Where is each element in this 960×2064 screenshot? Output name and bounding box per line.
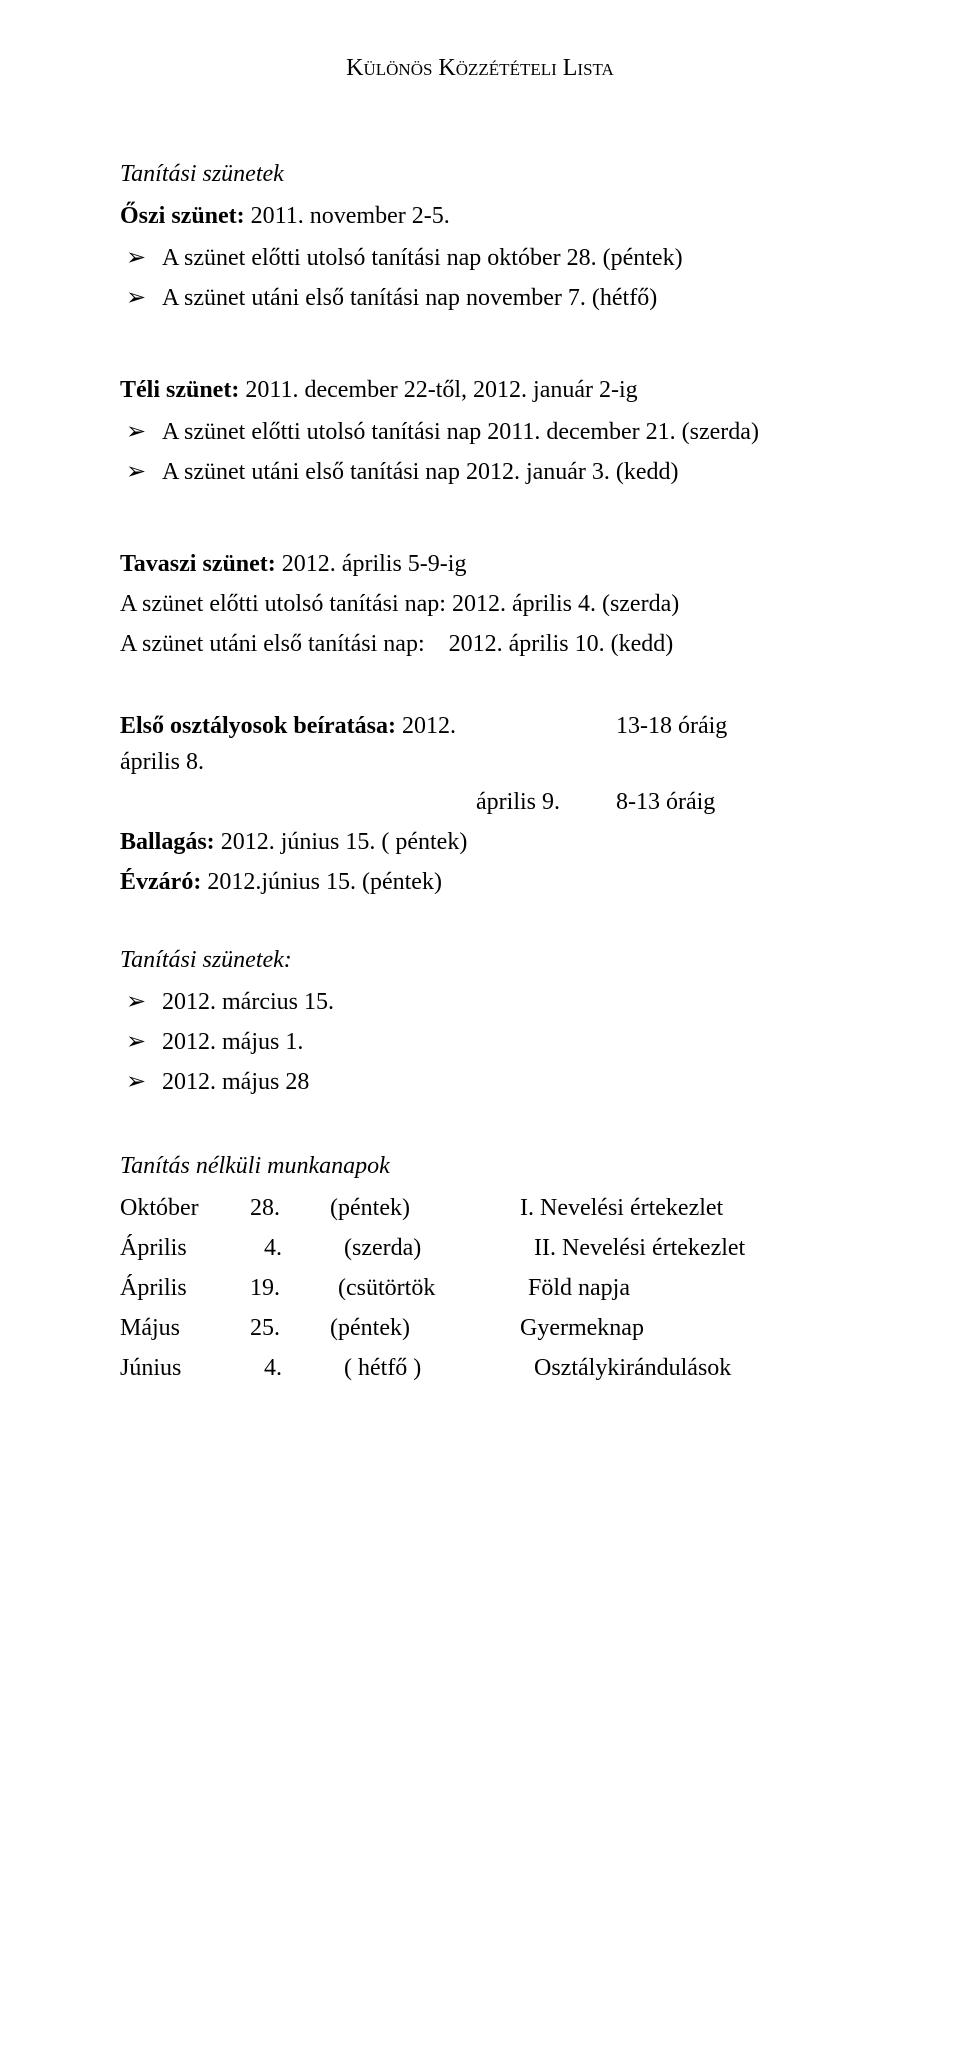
teli-szunet-line: Téli szünet: 2011. december 22-től, 2012… (120, 372, 840, 408)
ballagas-line: Ballagás: 2012. június 15. ( péntek) (120, 824, 840, 860)
evzaro-rest: 2012.június 15. (péntek) (201, 869, 442, 895)
list-item: A szünet előtti utolsó tanítási nap októ… (156, 240, 840, 276)
oszi-szunet-line: Őszi szünet: 2011. november 2-5. (120, 198, 840, 234)
list-item: A szünet utáni első tanítási nap novembe… (156, 280, 840, 316)
table-row: Május 25. (péntek) Gyermeknap (120, 1310, 840, 1346)
munka-month: Május (120, 1310, 250, 1346)
munka-day: 4. (250, 1230, 344, 1266)
munka-day: 25. (250, 1310, 330, 1346)
elso-oszt-line2-label: április 9. (476, 784, 616, 820)
ballagas-label: Ballagás: (120, 829, 215, 855)
list-item: A szünet előtti utolsó tanítási nap 2011… (156, 414, 840, 450)
munka-paren: (péntek) (330, 1190, 520, 1226)
ballagas-rest: 2012. június 15. ( péntek) (215, 829, 468, 855)
munka-paren: ( hétfő ) (344, 1350, 534, 1386)
munkanapok-title: Tanítás nélküli munkanapok (120, 1148, 840, 1184)
munka-month: Június (120, 1350, 250, 1386)
munka-month: Április (120, 1270, 250, 1306)
elso-oszt-time1: 13-18 óráig (616, 708, 840, 780)
munka-month: Április (120, 1230, 250, 1266)
elso-osztalyosok-row2: április 9. 8-13 óráig (120, 784, 840, 820)
table-row: Április 19. (csütörtök Föld napja (120, 1270, 840, 1306)
elso-oszt-label: Első osztályosok beíratása: (120, 713, 396, 739)
list-item: 2012. március 15. (156, 984, 840, 1020)
oszi-list: A szünet előtti utolsó tanítási nap októ… (120, 240, 840, 316)
munka-desc: Föld napja (528, 1270, 840, 1306)
elso-osztalyosok-row1: Első osztályosok beíratása: 2012. áprili… (120, 708, 840, 780)
szunetek2-list: 2012. március 15. 2012. május 1. 2012. m… (120, 984, 840, 1100)
table-row: Április 4. (szerda) II. Nevelési értekez… (120, 1230, 840, 1266)
tavaszi-rest: 2012. április 5-9-ig (276, 551, 467, 577)
munka-paren: (szerda) (344, 1230, 534, 1266)
tavaszi-label: Tavaszi szünet: (120, 551, 276, 577)
teli-label: Téli szünet: (120, 377, 239, 403)
section-tanitasi-szunetek-title: Tanítási szünetek (120, 156, 840, 192)
elso-oszt-time2: 8-13 óráig (616, 784, 840, 820)
tavaszi-line2: A szünet utáni első tanítási nap: 2012. … (120, 626, 840, 662)
munka-desc: Osztálykirándulások (534, 1350, 840, 1386)
teli-rest: 2011. december 22-től, 2012. január 2-ig (239, 377, 637, 403)
munka-paren: (csütörtök (330, 1270, 528, 1306)
list-item: A szünet utáni első tanítási nap 2012. j… (156, 454, 840, 490)
munka-day: 28. (250, 1190, 330, 1226)
tavaszi-line1: A szünet előtti utolsó tanítási nap: 201… (120, 586, 840, 622)
munka-desc: Gyermeknap (520, 1310, 840, 1346)
munka-day: 4. (250, 1350, 344, 1386)
table-row: Október 28. (péntek) I. Nevelési értekez… (120, 1190, 840, 1226)
tavaszi-szunet-line: Tavaszi szünet: 2012. április 5-9-ig (120, 546, 840, 582)
table-row: Június 4. ( hétfő ) Osztálykirándulások (120, 1350, 840, 1386)
munka-day: 19. (250, 1270, 330, 1306)
munka-desc: II. Nevelési értekezlet (534, 1230, 840, 1266)
oszi-rest: 2011. november 2-5. (245, 203, 450, 229)
szunetek2-title: Tanítási szünetek: (120, 942, 840, 978)
munka-paren: (péntek) (330, 1310, 520, 1346)
evzaro-line: Évzáró: 2012.június 15. (péntek) (120, 864, 840, 900)
list-item: 2012. május 1. (156, 1024, 840, 1060)
evzaro-label: Évzáró: (120, 869, 201, 895)
list-item: 2012. május 28 (156, 1064, 840, 1100)
munkanapok-rows: Október 28. (péntek) I. Nevelési értekez… (120, 1190, 840, 1386)
oszi-label: Őszi szünet: (120, 203, 245, 229)
munka-month: Október (120, 1190, 250, 1226)
teli-list: A szünet előtti utolsó tanítási nap 2011… (120, 414, 840, 490)
page-header: Különös Közzétételi Lista (120, 50, 840, 86)
munka-desc: I. Nevelési értekezlet (520, 1190, 840, 1226)
